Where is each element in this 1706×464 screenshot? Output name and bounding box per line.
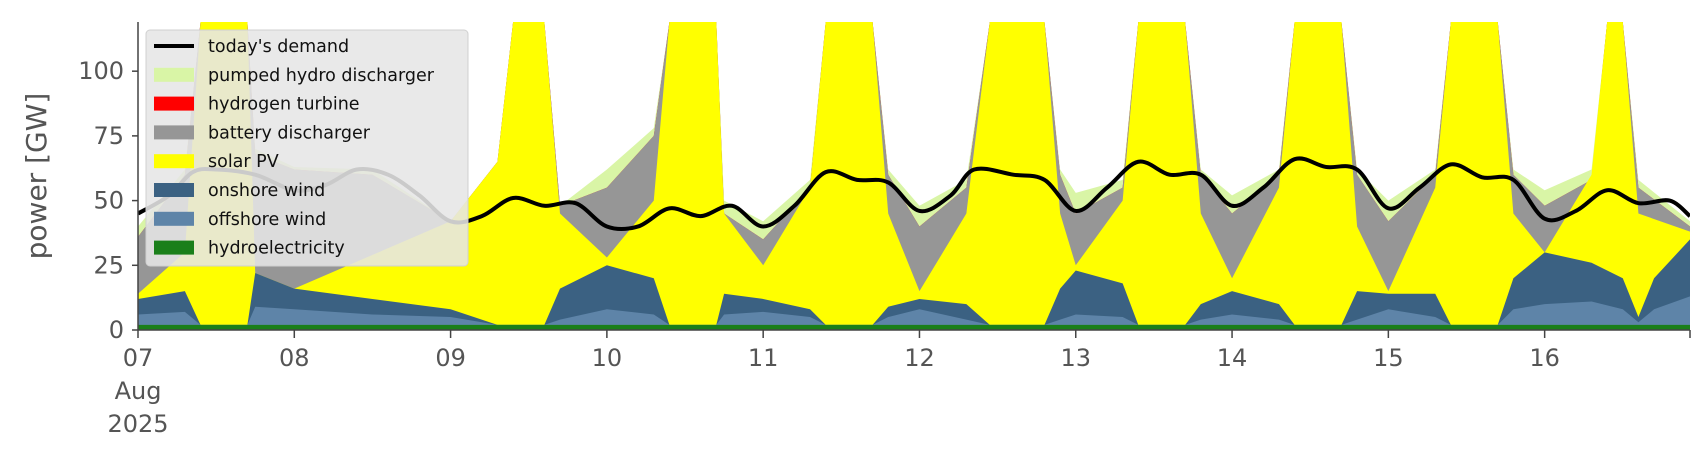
x-tick-label: 11 <box>748 344 779 372</box>
legend-label: hydroelectricity <box>208 239 345 259</box>
legend-item-pumped-hydro-discharger: pumped hydro discharger <box>154 66 435 86</box>
y-tick-label: 0 <box>109 316 124 344</box>
x-tick-label: 15 <box>1373 344 1404 372</box>
legend-swatch <box>154 96 194 111</box>
x-tick-label: 12 <box>904 344 935 372</box>
legend-item-today-s-demand: today's demand <box>154 37 349 57</box>
legend-swatch <box>154 183 194 197</box>
y-tick-label: 100 <box>78 57 124 85</box>
axes-layer: 0 25 50 75 100 07 Aug 2025 08 09 10 11 12 13 14 15 16 pow… <box>20 22 1691 438</box>
x-tick-label: 14 <box>1217 344 1248 372</box>
y-axis-label: power [GW] <box>20 93 53 260</box>
area-solar-pv <box>138 22 1690 330</box>
legend-item-solar-pv: solar PV <box>154 152 279 172</box>
legend-label: battery discharger <box>208 123 371 143</box>
y-tick-label: 75 <box>93 122 124 150</box>
legend-label: hydrogen turbine <box>208 95 360 115</box>
x-date-sublabel: 2025 <box>107 410 168 438</box>
legend-box <box>145 29 469 267</box>
legend-swatch <box>154 211 194 226</box>
x-tick-label: 13 <box>1060 344 1091 372</box>
legend-label: solar PV <box>208 152 279 172</box>
legend-item-onshore-wind: onshore wind <box>154 181 325 201</box>
areas-layer <box>138 22 1690 330</box>
legend-item-hydroelectricity: hydroelectricity <box>154 239 345 259</box>
legend: today's demand pumped hydro discharger hyd… <box>145 29 469 267</box>
legend-label: onshore wind <box>208 181 325 201</box>
area-offshore-wind <box>138 296 1690 330</box>
x-tick-label: 16 <box>1529 344 1560 372</box>
x-tick-label: 09 <box>435 344 466 372</box>
x-date-sublabel: Aug <box>115 377 162 405</box>
x-tick-label: 08 <box>279 344 310 372</box>
x-tick-label: 07 <box>123 344 154 372</box>
legend-item-hydrogen-turbine: hydrogen turbine <box>154 95 360 115</box>
y-tick-label: 25 <box>93 251 124 279</box>
x-tick-label: 10 <box>592 344 623 372</box>
y-tick-label: 50 <box>93 187 124 215</box>
legend-label: offshore wind <box>208 210 326 230</box>
legend-label: pumped hydro discharger <box>208 66 435 86</box>
legend-swatch <box>154 125 194 140</box>
legend-label: today's demand <box>208 37 349 57</box>
legend-swatch <box>154 154 194 169</box>
legend-swatch <box>154 67 194 82</box>
legend-item-battery-discharger: battery discharger <box>154 123 371 143</box>
legend-item-offshore-wind: offshore wind <box>154 210 326 230</box>
legend-swatch <box>154 240 194 255</box>
area-hydroelectricity <box>138 324 1690 330</box>
